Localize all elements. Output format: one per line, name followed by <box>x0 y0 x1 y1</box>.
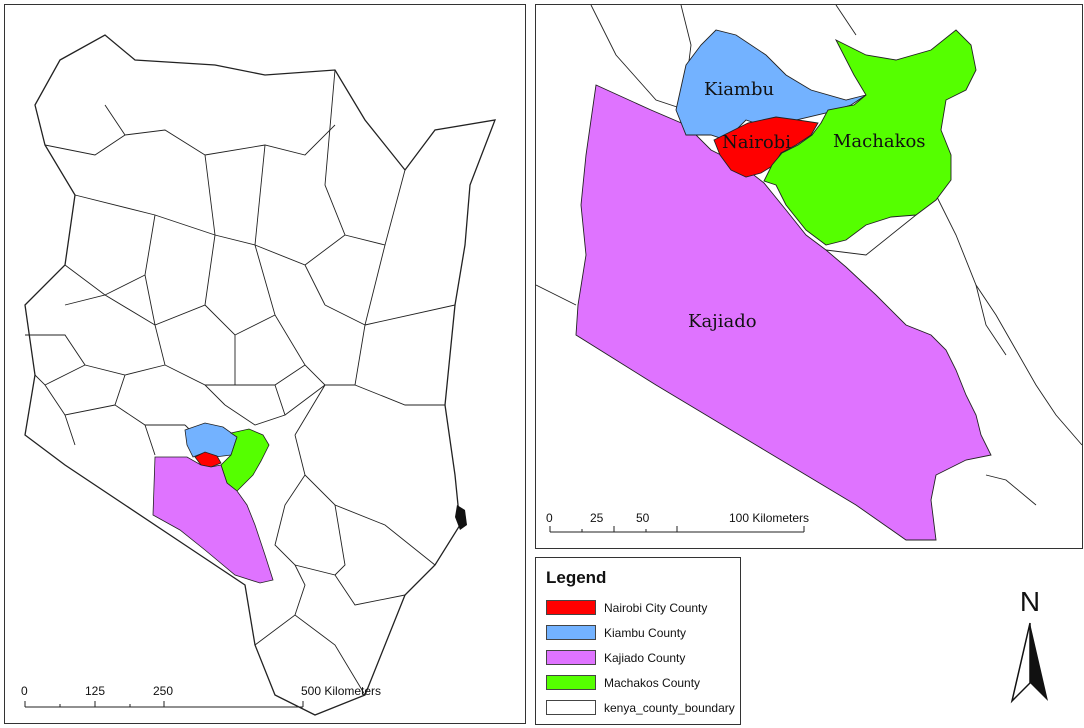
inset-scale-50: 50 <box>636 511 650 525</box>
machakos-county-overview <box>220 428 270 492</box>
legend-label-machakos: Machakos County <box>604 675 701 690</box>
kajiado-county-inset <box>575 84 992 541</box>
inset-scale-100: 100 Kilometers <box>729 511 809 525</box>
north-arrow: N <box>1000 585 1060 705</box>
kajiado-label: Kajiado <box>688 311 757 332</box>
kiambu-county-overview <box>184 422 238 458</box>
inset-scale-25: 25 <box>590 511 604 525</box>
county-boundaries <box>25 69 456 696</box>
inset-map-svg: Kiambu Nairobi Machakos Kajiado 0 25 50 … <box>536 5 1082 541</box>
legend-label-kajiado: Kajiado County <box>604 650 686 665</box>
kenya-overview-map: 0 125 250 500 Kilometers <box>4 4 526 724</box>
main-scale-bar: 0 125 250 500 Kilometers <box>21 684 381 708</box>
legend-item-kiambu: Kiambu County <box>546 623 686 642</box>
north-arrow-light-half <box>1010 622 1031 704</box>
kiambu-label: Kiambu <box>704 79 774 100</box>
main-scale-125: 125 <box>85 684 105 698</box>
main-scale-500: 500 Kilometers <box>301 684 381 698</box>
kenya-map-svg: 0 125 250 500 Kilometers <box>21 34 497 716</box>
kenya-outline <box>24 34 497 716</box>
inset-scale-0: 0 <box>546 511 553 525</box>
machakos-label: Machakos <box>833 131 926 152</box>
legend-swatch-machakos <box>546 675 596 690</box>
main-scale-250: 250 <box>153 684 173 698</box>
inset-zoom-map: Kiambu Nairobi Machakos Kajiado 0 25 50 … <box>535 4 1083 549</box>
legend-swatch-nairobi <box>546 600 596 615</box>
lamu-islands <box>455 505 467 530</box>
legend-item-kajiado: Kajiado County <box>546 648 685 667</box>
north-arrow-icon: N <box>1010 586 1048 704</box>
legend-label-kiambu: Kiambu County <box>604 625 687 640</box>
legend-title: Legend <box>546 568 607 587</box>
legend-swatch-boundary <box>546 700 596 715</box>
legend-swatch-kajiado <box>546 650 596 665</box>
inset-scale-bar: 0 25 50 100 Kilometers <box>546 511 809 533</box>
north-label: N <box>1020 586 1040 617</box>
north-arrow-dark-half <box>1030 623 1048 701</box>
legend-item-nairobi: Nairobi City County <box>546 598 707 617</box>
legend-label-boundary: kenya_county_boundary <box>604 700 735 715</box>
legend-item-boundary: kenya_county_boundary <box>546 698 735 717</box>
map-legend: Legend Nairobi City County Kiambu County… <box>535 557 741 725</box>
nairobi-label: Nairobi <box>722 132 791 153</box>
machakos-county-inset <box>763 29 977 246</box>
kiambu-county-inset <box>675 29 867 141</box>
nairobi-county-inset <box>713 116 819 178</box>
legend-item-machakos: Machakos County <box>546 673 700 692</box>
inset-neighbor-boundaries <box>536 5 1082 506</box>
legend-label-nairobi: Nairobi City County <box>604 600 708 615</box>
main-scale-0: 0 <box>21 684 28 698</box>
legend-swatch-kiambu <box>546 625 596 640</box>
kajiado-county-overview <box>152 456 274 584</box>
